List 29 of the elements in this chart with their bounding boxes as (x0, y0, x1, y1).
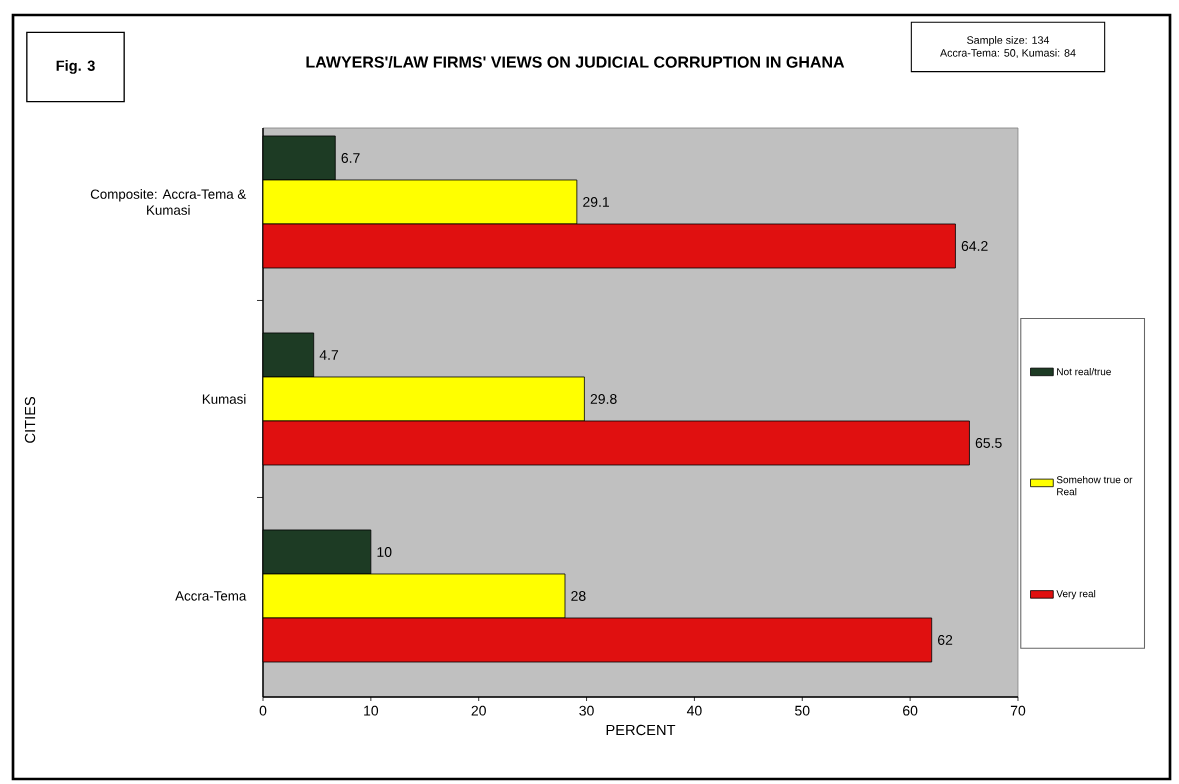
y-tick-label: Kumasi (202, 394, 246, 404)
data-label: 6.7 (341, 153, 360, 163)
data-label: 65.5 (975, 438, 1002, 448)
data-label: 62 (938, 635, 953, 645)
text: Accra-Tema: 50, Kumasi: 84 (940, 48, 1076, 58)
x-tick-label: 0 (259, 705, 267, 716)
chart-title: LAWYERS'/LAW FIRMS' VIEWS ON JUDICIAL CORRUPTION IN GHANA (306, 56, 845, 68)
x-tick-label: 70 (1010, 705, 1026, 716)
data-label: 64.2 (961, 241, 988, 251)
legend-label: Somehow true or Real (1056, 475, 1133, 496)
data-label: 10 (377, 547, 392, 557)
x-tick-label: 60 (903, 705, 918, 716)
data-label: 28 (571, 591, 586, 601)
caption: Fig. 3 (56, 60, 95, 74)
y-axis-title: CITIES (24, 396, 36, 443)
data-label: 29.1 (583, 197, 610, 207)
legend-label: Not real/true (1057, 367, 1111, 376)
x-tick-label: 10 (364, 705, 379, 716)
x-tick-label: 30 (579, 705, 594, 716)
text: Sample size: 134 (967, 36, 1050, 46)
x-tick-label: 20 (471, 705, 486, 716)
x-tick-label: 40 (686, 705, 702, 716)
y-tick-label: Composite: Accra-Tema & Kumasi (90, 189, 247, 215)
legend-label: Very real (1056, 589, 1096, 600)
x-axis-title: PERCENT (606, 724, 676, 736)
x-tick-label: 50 (795, 705, 810, 716)
y-tick-label: Accra-Tema (175, 591, 247, 601)
data-label: 29.8 (590, 394, 617, 404)
data-label: 4.7 (319, 350, 339, 360)
